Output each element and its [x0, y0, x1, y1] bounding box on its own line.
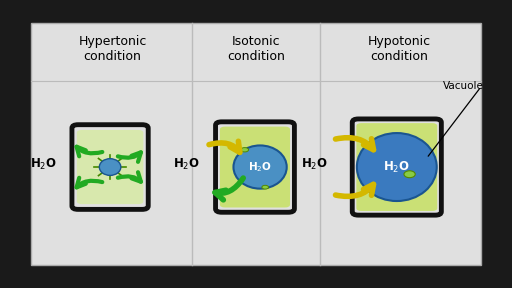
FancyBboxPatch shape: [356, 123, 437, 211]
FancyBboxPatch shape: [77, 130, 143, 204]
Text: Hypotonic
condition: Hypotonic condition: [368, 35, 431, 62]
Ellipse shape: [357, 133, 437, 201]
FancyBboxPatch shape: [31, 23, 481, 265]
Text: H$_2$O: H$_2$O: [248, 160, 272, 174]
Text: H$_2$O: H$_2$O: [383, 160, 410, 175]
Text: H$_2$O: H$_2$O: [174, 157, 200, 172]
Text: Vacuole: Vacuole: [443, 82, 484, 91]
Ellipse shape: [233, 145, 287, 189]
FancyBboxPatch shape: [220, 127, 290, 207]
Text: Hypertonic
condition: Hypertonic condition: [78, 35, 147, 62]
Ellipse shape: [99, 159, 121, 175]
Ellipse shape: [404, 171, 415, 178]
Text: H$_2$O: H$_2$O: [302, 157, 328, 172]
Ellipse shape: [241, 147, 249, 152]
Text: H$_2$O: H$_2$O: [30, 157, 57, 172]
Ellipse shape: [262, 185, 268, 189]
Text: Isotonic
condition: Isotonic condition: [227, 35, 285, 62]
